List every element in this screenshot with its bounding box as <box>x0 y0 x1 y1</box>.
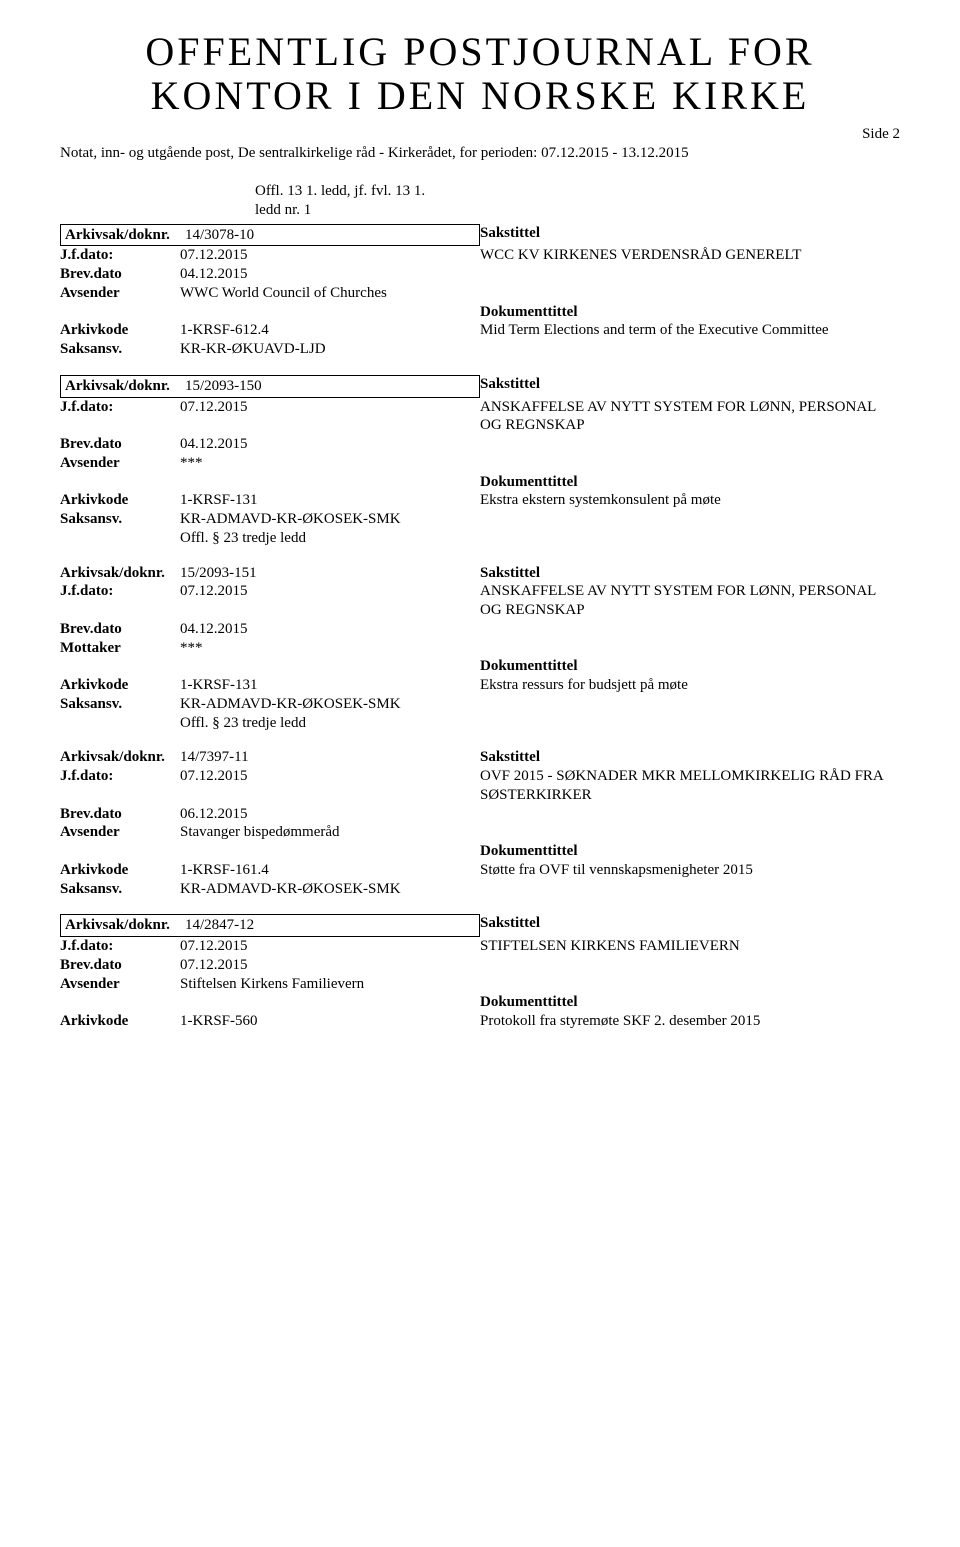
value-dokumenttittel: Protokoll fra styremøte SKF 2. desember … <box>480 1012 900 1031</box>
arkivsak-box: Arkivsak/doknr.14/2847-12 <box>60 914 480 937</box>
document-title: OFFENTLIG POSTJOURNAL FOR KONTOR I DEN N… <box>60 30 900 118</box>
label-sakstittel: Sakstittel <box>480 564 900 583</box>
value-brevdato: 04.12.2015 <box>180 265 480 284</box>
label-dokumenttittel: Dokumenttittel <box>480 303 900 322</box>
label-brevdato: Brev.dato <box>60 265 180 284</box>
value-jfdato: 07.12.2015 <box>180 767 480 805</box>
label-arkivsak: Arkivsak/doknr. <box>65 916 185 935</box>
arkivsak-box: Arkivsak/doknr.15/2093-150 <box>60 375 480 398</box>
value-sakstittel: ANSKAFFELSE AV NYTT SYSTEM FOR LØNN, PER… <box>480 582 900 620</box>
label-brevdato: Brev.dato <box>60 435 180 454</box>
label-saksansv: Saksansv. <box>60 510 180 529</box>
label-arkivsak: Arkivsak/doknr. <box>65 226 185 245</box>
label-party: Avsender <box>60 284 180 303</box>
value-arkivkode: 1-KRSF-612.4 <box>180 321 480 340</box>
value-arkivsak: 14/2847-12 <box>185 916 475 935</box>
label-brevdato: Brev.dato <box>60 620 180 639</box>
label-arkivkode: Arkivkode <box>60 491 180 510</box>
value-arkivsak: 14/7397-11 <box>180 748 480 767</box>
value-party: WWC World Council of Churches <box>180 284 480 303</box>
journal-record: Arkivsak/doknr.14/7397-11Sakstittel J.f.d… <box>60 748 900 898</box>
label-brevdato: Brev.dato <box>60 956 180 975</box>
label-jfdato: J.f.dato: <box>60 398 180 436</box>
value-dokumenttittel: Støtte fra OVF til vennskapsmenigheter 2… <box>480 861 900 880</box>
label-saksansv: Saksansv. <box>60 695 180 714</box>
value-brevdato: 07.12.2015 <box>180 956 480 975</box>
label-jfdato: J.f.dato: <box>60 246 180 265</box>
records-list: Arkivsak/doknr.14/3078-10SakstittelJ.f.d… <box>60 224 900 1031</box>
label-party: Avsender <box>60 454 180 473</box>
journal-record: Arkivsak/doknr.15/2093-151Sakstittel J.f.… <box>60 564 900 733</box>
offl-header: Offl. 13 1. ledd, jf. fvl. 13 1. ledd nr… <box>255 182 900 220</box>
label-arkivkode: Arkivkode <box>60 1012 180 1031</box>
journal-record: Arkivsak/doknr.15/2093-150SakstittelJ.f.… <box>60 375 900 548</box>
value-jfdato: 07.12.2015 <box>180 398 480 436</box>
value-arkivsak: 15/2093-151 <box>180 564 480 583</box>
value-saksansv: KR-ADMAVD-KR-ØKOSEK-SMK <box>180 695 480 714</box>
document-subtitle: Notat, inn- og utgående post, De sentral… <box>60 145 900 162</box>
label-jfdato: J.f.dato: <box>60 767 180 805</box>
label-arkivkode: Arkivkode <box>60 321 180 340</box>
label-arkivkode: Arkivkode <box>60 676 180 695</box>
value-saksansv: KR-KR-ØKUAVD-LJD <box>180 340 480 359</box>
value-sakstittel: ANSKAFFELSE AV NYTT SYSTEM FOR LØNN, PER… <box>480 398 900 436</box>
value-party: Stiftelsen Kirkens Familievern <box>180 975 480 994</box>
label-brevdato: Brev.dato <box>60 805 180 824</box>
title-line-1: OFFENTLIG POSTJOURNAL FOR <box>60 30 900 74</box>
value-jfdato: 07.12.2015 <box>180 937 480 956</box>
value-offl: Offl. § 23 tredje ledd <box>180 529 480 548</box>
value-dokumenttittel: Mid Term Elections and term of the Execu… <box>480 321 900 340</box>
page-number: Side 2 <box>60 126 900 143</box>
label-party: Avsender <box>60 975 180 994</box>
value-saksansv: KR-ADMAVD-KR-ØKOSEK-SMK <box>180 880 480 899</box>
value-dokumenttittel: Ekstra ressurs for budsjett på møte <box>480 676 900 695</box>
value-brevdato: 04.12.2015 <box>180 620 480 639</box>
value-arkivkode: 1-KRSF-161.4 <box>180 861 480 880</box>
value-jfdato: 07.12.2015 <box>180 246 480 265</box>
value-arkivsak: 14/3078-10 <box>185 226 475 245</box>
value-arkivkode: 1-KRSF-560 <box>180 1012 480 1031</box>
value-arkivsak: 15/2093-150 <box>185 377 475 396</box>
value-dokumenttittel: Ekstra ekstern systemkonsulent på møte <box>480 491 900 510</box>
label-dokumenttittel: Dokumenttittel <box>480 473 900 492</box>
value-saksansv: KR-ADMAVD-KR-ØKOSEK-SMK <box>180 510 480 529</box>
arkivsak-box: Arkivsak/doknr.14/3078-10 <box>60 224 480 247</box>
label-saksansv: Saksansv. <box>60 340 180 359</box>
value-arkivkode: 1-KRSF-131 <box>180 491 480 510</box>
label-dokumenttittel: Dokumenttittel <box>480 993 900 1012</box>
label-sakstittel: Sakstittel <box>480 748 900 767</box>
label-sakstittel: Sakstittel <box>480 224 900 247</box>
label-arkivsak: Arkivsak/doknr. <box>60 564 180 583</box>
label-arkivkode: Arkivkode <box>60 861 180 880</box>
value-arkivkode: 1-KRSF-131 <box>180 676 480 695</box>
label-arkivsak: Arkivsak/doknr. <box>60 748 180 767</box>
label-sakstittel: Sakstittel <box>480 914 900 937</box>
value-brevdato: 06.12.2015 <box>180 805 480 824</box>
label-party: Mottaker <box>60 639 180 658</box>
value-party: *** <box>180 454 480 473</box>
value-brevdato: 04.12.2015 <box>180 435 480 454</box>
journal-record: Arkivsak/doknr.14/2847-12SakstittelJ.f.d… <box>60 914 900 1031</box>
label-party: Avsender <box>60 823 180 842</box>
title-line-2: KONTOR I DEN NORSKE KIRKE <box>60 74 900 118</box>
value-offl: Offl. § 23 tredje ledd <box>180 714 480 733</box>
value-party: *** <box>180 639 480 658</box>
label-arkivsak: Arkivsak/doknr. <box>65 377 185 396</box>
label-jfdato: J.f.dato: <box>60 582 180 620</box>
value-jfdato: 07.12.2015 <box>180 582 480 620</box>
label-jfdato: J.f.dato: <box>60 937 180 956</box>
value-sakstittel: STIFTELSEN KIRKENS FAMILIEVERN <box>480 937 900 956</box>
value-sakstittel: WCC KV KIRKENES VERDENSRÅD GENERELT <box>480 246 900 265</box>
label-dokumenttittel: Dokumenttittel <box>480 842 900 861</box>
label-sakstittel: Sakstittel <box>480 375 900 398</box>
label-saksansv: Saksansv. <box>60 880 180 899</box>
label-dokumenttittel: Dokumenttittel <box>480 657 900 676</box>
value-party: Stavanger bispedømmeråd <box>180 823 480 842</box>
value-sakstittel: OVF 2015 - SØKNADER MKR MELLOMKIRKELIG R… <box>480 767 900 805</box>
journal-record: Arkivsak/doknr.14/3078-10SakstittelJ.f.d… <box>60 224 900 359</box>
